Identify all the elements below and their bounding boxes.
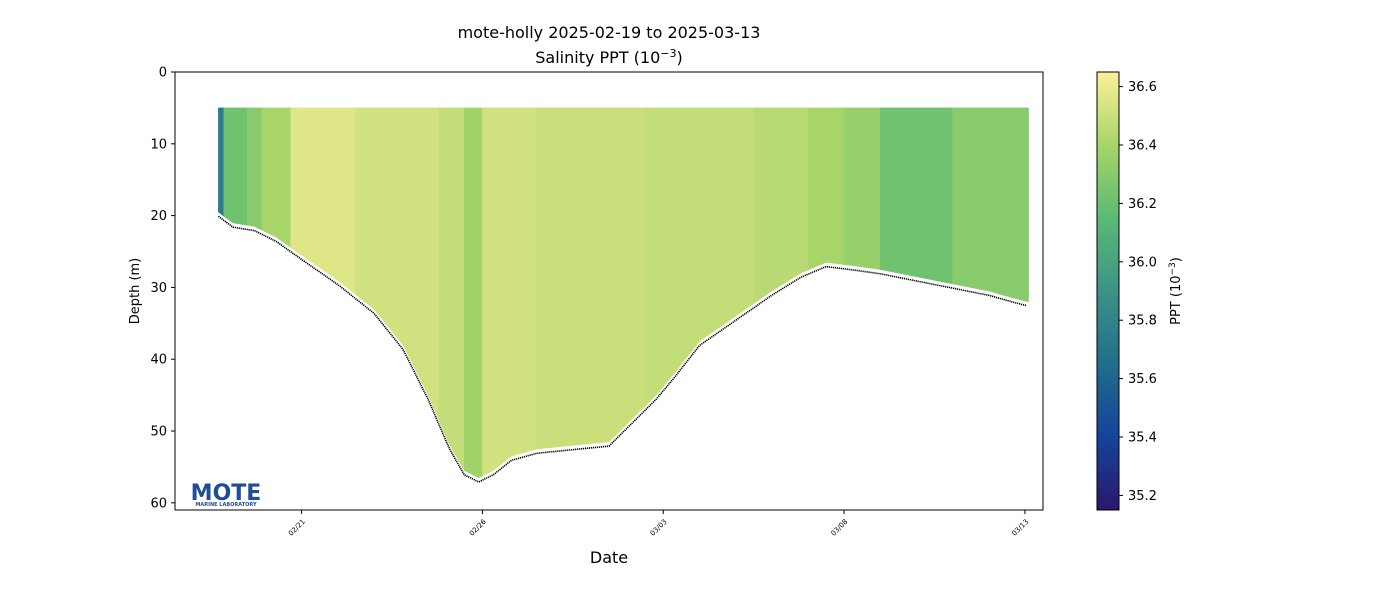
- x-tick-label: 03/08: [830, 518, 850, 538]
- salinity-band: [247, 107, 263, 231]
- salinity-band: [218, 107, 225, 217]
- chart-title-line1: mote-holly 2025-02-19 to 2025-03-13: [458, 23, 761, 42]
- plot-frame: [174, 71, 1044, 511]
- salinity-band: [843, 107, 881, 270]
- salinity-band: [952, 107, 1029, 303]
- x-axis-title: Date: [590, 548, 628, 567]
- logo-text: MOTE: [191, 481, 262, 506]
- x-tick-label: 03/13: [1010, 518, 1030, 538]
- colorbar-axis: 35.2 35.4 35.6 35.8 36.0 36.2 36.4 36.6: [1119, 80, 1157, 504]
- colorbar-tick-label: 35.2: [1128, 489, 1157, 504]
- colorbar-title-exponent: −3: [1168, 262, 1178, 275]
- salinity-band: [355, 107, 440, 421]
- logo-subtext: MARINE LABORATORY: [195, 502, 257, 508]
- salinity-band: [536, 107, 646, 450]
- x-tick-label: 02/21: [287, 518, 307, 538]
- colorbar: [1096, 71, 1120, 511]
- salinity-band: [261, 107, 292, 248]
- colorbar-tick-label: 36.0: [1128, 255, 1157, 270]
- x-tick-label: 02/26: [468, 517, 488, 537]
- salinity-band: [644, 107, 755, 407]
- colorbar-tick-label: 36.6: [1128, 80, 1157, 95]
- y-tick-label: 0: [159, 66, 167, 81]
- y-tick-label: 10: [150, 137, 167, 152]
- y-tick-label: 40: [150, 353, 167, 368]
- y-tick-label: 50: [150, 425, 167, 440]
- salinity-band: [463, 107, 483, 479]
- x-tick-label: 03/03: [649, 518, 669, 538]
- colorbar-tick-label: 36.2: [1128, 197, 1157, 212]
- x-axis: 02/21 02/26 03/03 03/08 03/13: [287, 510, 1030, 538]
- salinity-band: [482, 107, 538, 477]
- plot-area: [217, 107, 1029, 483]
- y-tick-label: 20: [150, 209, 167, 224]
- y-axis: 0 10 20 30 40 50 60: [150, 66, 175, 511]
- colorbar-tick-label: 35.4: [1128, 431, 1157, 446]
- salinity-band: [753, 107, 809, 305]
- salinity-band: [879, 107, 953, 285]
- salinity-band: [290, 107, 357, 296]
- y-axis-title: Depth (m): [128, 258, 143, 325]
- chart-title-line2: Salinity PPT (10−3): [535, 47, 683, 67]
- colorbar-tick-label: 36.4: [1128, 139, 1157, 154]
- title-exponent: −3: [660, 47, 676, 60]
- colorbar-tick-label: 35.6: [1128, 372, 1157, 387]
- colorbar-title: PPT (10−3): [1168, 257, 1184, 325]
- seafloor-line: [217, 215, 1027, 483]
- salinity-band: [807, 107, 845, 271]
- mote-logo: MOTE MARINE LABORATORY: [191, 481, 262, 508]
- y-tick-label: 30: [150, 281, 167, 296]
- salinity-band: [438, 107, 465, 472]
- colorbar-tick-label: 35.8: [1128, 314, 1157, 329]
- salinity-band: [223, 107, 248, 226]
- y-tick-label: 60: [150, 496, 167, 511]
